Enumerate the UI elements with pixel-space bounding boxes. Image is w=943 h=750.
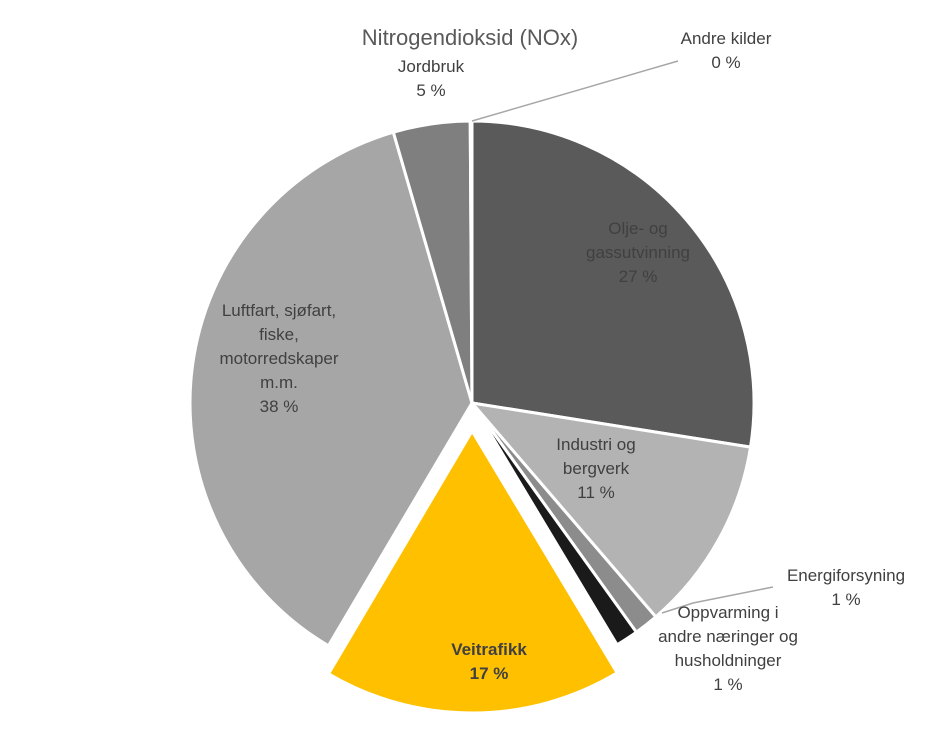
pie-slice [470, 401, 638, 647]
slice-name-line: m.m. [260, 373, 298, 392]
slice-percent-label: 38 % [260, 397, 299, 416]
slice-label: Industri og bergverk 11 % [556, 435, 635, 502]
slice-name-line: Energiforsyning [787, 566, 905, 585]
slice-name-line: Luftfart, sjøfart, [222, 301, 336, 320]
slice-name-line: Jordbruk [398, 57, 465, 76]
slice-name-line: gassutvinning [586, 243, 690, 262]
slice-name-line: bergverk [563, 459, 630, 478]
leader-line [471, 60, 679, 122]
slice-label: Olje- og gassutvinning 27 % [586, 219, 690, 286]
pie-slice [327, 429, 619, 715]
pie-slice [468, 119, 474, 405]
slice-name-line: Olje- og [608, 219, 668, 238]
slice-label: Jordbruk 5 % [398, 57, 465, 100]
slice-percent-label: 27 % [619, 267, 658, 286]
slice-name-line: fiske, [259, 325, 299, 344]
slice-label: Luftfart, sjøfart, fiske, motorredskaper m.… [219, 301, 338, 416]
leader-lines [471, 60, 774, 614]
slice-labels: Olje- og gassutvinning 27 % Industri og berg… [219, 29, 905, 694]
slice-label: Energiforsyning 1 % [787, 566, 905, 609]
pie-slice [470, 401, 753, 619]
chart-title: Nitrogendioksid (NOx) [362, 25, 578, 50]
slice-name-line: andre næringer og [658, 627, 798, 646]
pie-slices [188, 119, 756, 715]
slice-name-line: Oppvarming i [677, 603, 778, 622]
slice-name-line: Andre kilder [681, 29, 772, 48]
slice-percent-label: 17 % [470, 664, 509, 683]
slice-name-line: Veitrafikk [451, 640, 527, 659]
slice-percent-label: 1 % [713, 675, 742, 694]
leader-line [661, 586, 774, 614]
slice-percent-label: 11 % [577, 483, 615, 502]
slice-name-line: Industri og [556, 435, 635, 454]
slice-label: Veitrafikk 17 % [451, 640, 527, 683]
slice-label: Oppvarming i andre næringer og husholdning… [658, 603, 798, 694]
slice-percent-label: 5 % [416, 81, 445, 100]
pie-slice [188, 130, 474, 648]
slice-name-line: motorredskaper [219, 349, 338, 368]
slice-percent-label: 1 % [831, 590, 860, 609]
slice-percent-label: 0 % [711, 53, 740, 72]
slice-name-line: husholdninger [675, 651, 782, 670]
slice-label: Andre kilder 0 % [681, 29, 772, 72]
pie-slice [470, 119, 756, 449]
